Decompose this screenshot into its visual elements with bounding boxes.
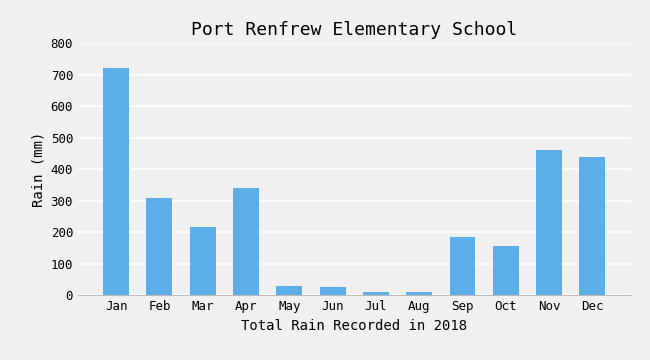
Bar: [536, 150, 562, 295]
Bar: [493, 246, 519, 295]
Bar: [103, 68, 129, 295]
Bar: [363, 292, 389, 295]
X-axis label: Total Rain Recorded in 2018: Total Rain Recorded in 2018: [241, 319, 467, 333]
Bar: [233, 188, 259, 295]
Bar: [579, 157, 605, 295]
Bar: [320, 287, 346, 295]
Bar: [276, 286, 302, 295]
Bar: [406, 292, 432, 295]
Bar: [146, 198, 172, 295]
Bar: [190, 228, 216, 295]
Bar: [450, 237, 476, 295]
Y-axis label: Rain (mm): Rain (mm): [31, 131, 45, 207]
Title: Port Renfrew Elementary School: Port Renfrew Elementary School: [191, 21, 517, 39]
